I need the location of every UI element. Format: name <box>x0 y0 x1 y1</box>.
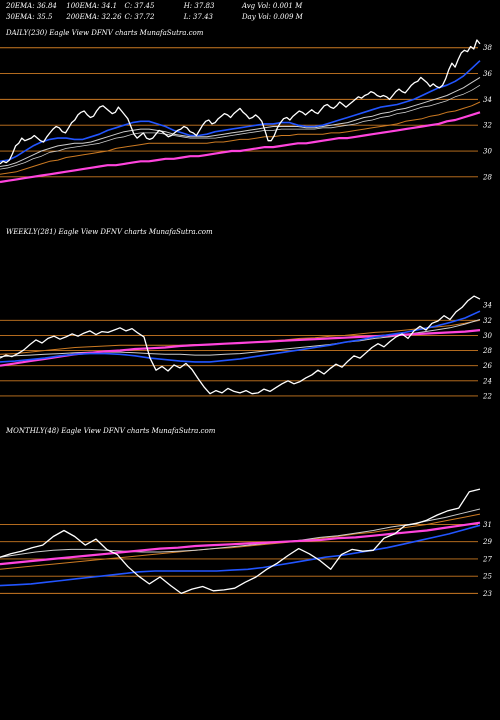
y-tick-label: 26 <box>482 362 492 370</box>
high-readout: H: 37.83 <box>183 2 215 10</box>
ema-fast-series-line <box>0 60 481 163</box>
y-tick-label: 24 <box>482 377 492 385</box>
header-row-1: 20EMA: 36.84 100EMA: 34.1 C: 37.45 H: 37… <box>6 2 302 10</box>
y-tick-label: 27 <box>482 555 492 563</box>
y-tick-label: 23 <box>482 590 492 598</box>
weekly-panel-label: WEEKLY(281) Eagle View DFNV charts Munaf… <box>6 228 213 236</box>
ema-mid1b-series-line <box>0 84 481 170</box>
y-tick-label: 28 <box>482 347 492 355</box>
header-row-2: 30EMA: 35.5 200EMA: 32.26 C: 37.72 L: 37… <box>6 13 303 21</box>
ema200-readout: 200EMA: 32.26 <box>66 13 122 21</box>
avg-vol-readout: Avg Vol: 0.001 M <box>241 2 303 10</box>
ema-mid2-series-line <box>0 319 481 355</box>
y-tick-label: 30 <box>483 148 492 156</box>
price-series-line <box>0 295 481 395</box>
y-tick-label: 29 <box>482 538 492 546</box>
weekly-chart: 22 24 26 28 30 32 34 <box>0 295 492 400</box>
y-tick-label: 34 <box>483 96 492 104</box>
y-tick-label: 28 <box>482 173 492 181</box>
price-series-line <box>0 39 481 165</box>
ema-fast-series-line <box>0 524 481 587</box>
monthly-panel-label: MONTHLY(48) Eagle View DFNV charts Munaf… <box>6 427 216 435</box>
ema-mid1-series-line <box>0 76 481 167</box>
ema-fast-series-line <box>0 310 481 363</box>
y-tick-label: 22 <box>482 392 492 400</box>
y-tick-label: 32 <box>483 317 492 325</box>
y-tick-label: 36 <box>483 70 492 78</box>
ema-mid2-series-line <box>0 513 481 570</box>
ema100-readout: 100EMA: 34.1 <box>66 2 118 10</box>
monthly-chart: 23 25 27 29 31 <box>0 488 492 598</box>
daily-chart: 28 30 32 34 36 38 <box>0 39 492 184</box>
y-tick-label: 32 <box>483 122 492 130</box>
ema-slow-series-line <box>0 521 481 566</box>
ema20-readout: 20EMA: 36.84 <box>6 2 57 10</box>
close-readout: C: 37.45 <box>124 2 155 10</box>
day-vol-readout: Day Vol: 0.009 M <box>241 13 303 21</box>
close-readout-2: C: 37.72 <box>124 13 155 21</box>
price-series-line <box>0 488 481 595</box>
ema-mid2-series-line <box>0 101 481 175</box>
ema-slow-series-line <box>0 111 481 184</box>
low-readout: L: 37.43 <box>183 13 213 21</box>
y-tick-label: 34 <box>483 302 492 310</box>
ema30-readout: 30EMA: 35.5 <box>6 13 53 21</box>
y-tick-label: 25 <box>482 573 492 581</box>
y-tick-label: 30 <box>483 332 492 340</box>
ema-mid1-series-line <box>0 508 481 558</box>
y-tick-label: 31 <box>483 521 492 529</box>
daily-panel-label: DAILY(230) Eagle View DFNV charts Munafa… <box>6 29 204 37</box>
y-tick-label: 38 <box>483 44 492 52</box>
